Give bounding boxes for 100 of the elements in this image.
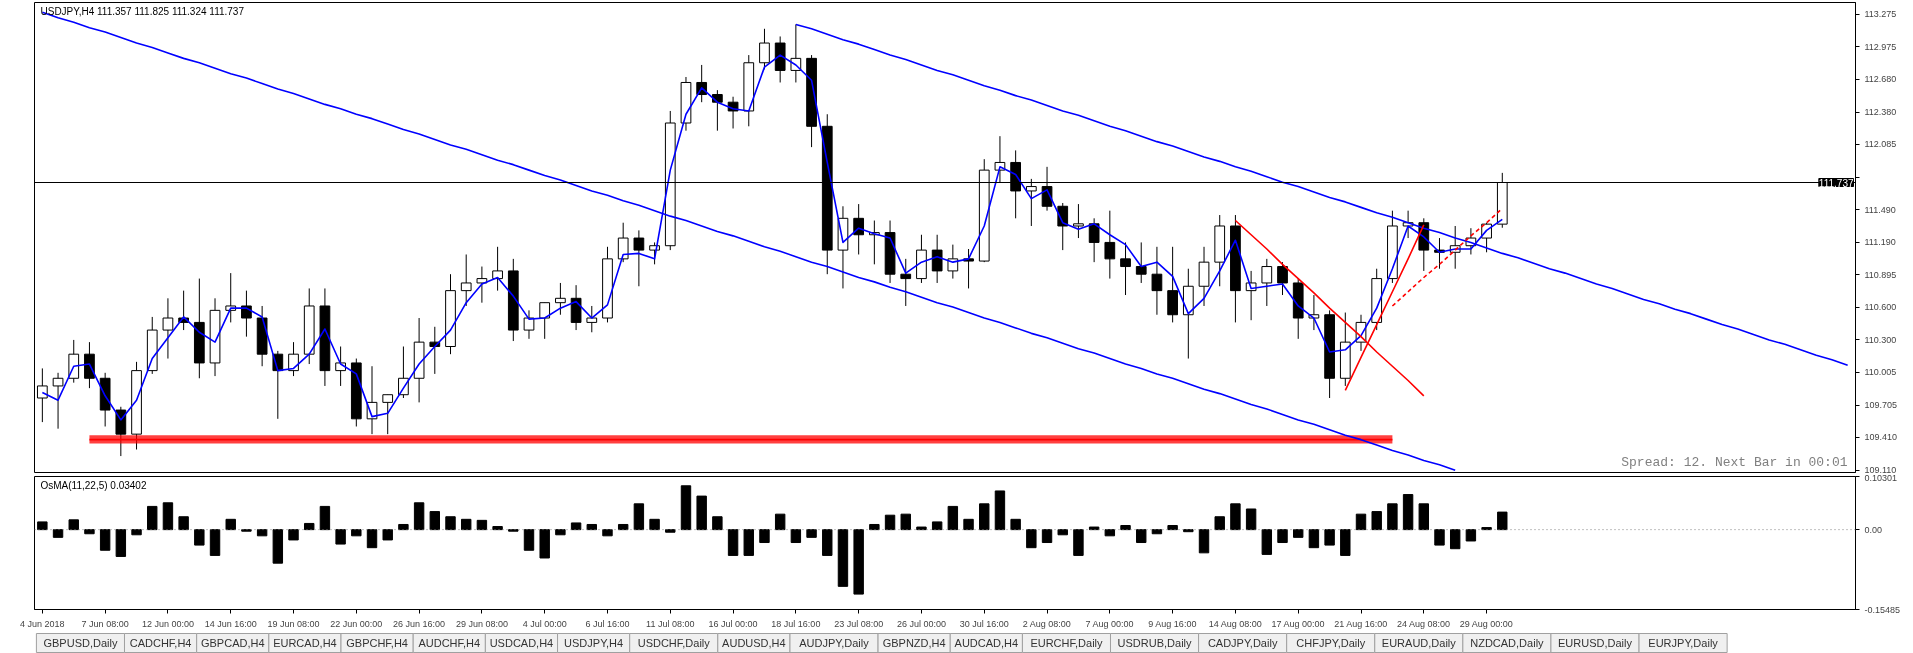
candlestick <box>900 258 912 307</box>
y-tick-label: 110.895 <box>1864 269 1897 280</box>
bar <box>539 529 550 559</box>
y-tick-label: 110.600 <box>1864 302 1897 313</box>
bar <box>1057 529 1068 536</box>
candlestick <box>633 229 645 287</box>
candlestick <box>1277 261 1288 296</box>
bar <box>288 529 299 541</box>
candlestick <box>1073 203 1084 239</box>
text: GBPCAD,H4 <box>200 636 265 649</box>
bar <box>696 495 707 531</box>
candlestick <box>429 326 441 375</box>
bar <box>837 529 849 587</box>
y-tick-label: 111.490 <box>1864 204 1896 215</box>
text: GBPUSD,Daily <box>43 636 118 649</box>
bar <box>429 511 441 531</box>
bar <box>602 529 613 537</box>
text: EURCAD,H4 <box>273 636 337 649</box>
candlestick <box>931 234 943 284</box>
bar <box>131 529 142 536</box>
bar <box>225 518 236 531</box>
candlestick <box>460 253 472 307</box>
x-tick-label: 23 Jul 08:00 <box>834 618 884 629</box>
bar <box>1136 529 1147 544</box>
bar <box>476 519 488 531</box>
x-tick-label: 24 Aug 08:00 <box>1397 618 1451 629</box>
bar <box>869 523 880 531</box>
candlestick <box>492 246 503 292</box>
candlestick <box>555 282 566 316</box>
bar <box>743 529 754 556</box>
bar <box>555 529 566 536</box>
bar <box>445 516 456 531</box>
bar <box>1402 494 1414 531</box>
bar <box>460 518 472 531</box>
candlestick <box>382 394 394 435</box>
text: EURJPY,Daily <box>1648 636 1719 649</box>
candlestick <box>1261 258 1273 307</box>
bar <box>853 529 864 595</box>
bar <box>900 513 911 531</box>
bar <box>272 529 284 564</box>
bar <box>1245 508 1257 531</box>
bar <box>492 526 503 531</box>
candlestick <box>617 222 629 263</box>
bar <box>1371 511 1382 531</box>
bar <box>727 529 739 556</box>
bar <box>1088 526 1100 531</box>
bar <box>1261 529 1273 555</box>
chart-title: OsMA(11,22,5) 0.03402 <box>40 479 147 491</box>
text: CADCHF,H4 <box>129 636 192 649</box>
text: USDCHF,Daily <box>637 636 711 649</box>
x-tick-label: 26 Jul 00:00 <box>896 618 946 629</box>
bar <box>1120 525 1131 531</box>
bar <box>162 502 174 531</box>
bar <box>1497 511 1508 531</box>
bar <box>1465 529 1477 542</box>
x-tick-label: 21 Aug 16:00 <box>1334 618 1388 629</box>
bar <box>963 518 974 531</box>
x-tick-label: 2 Aug 08:00 <box>1022 618 1071 629</box>
y-tick-label: 112.680 <box>1864 74 1897 85</box>
text: EURUSD,Daily <box>1558 636 1633 649</box>
bar <box>570 522 582 531</box>
bar <box>1340 529 1351 556</box>
candlestick <box>1151 246 1163 316</box>
candlestick <box>1135 241 1147 284</box>
text: AUDCHF,H4 <box>418 636 481 649</box>
x-tick-label: 22 Jun 00:00 <box>330 618 383 629</box>
x-tick-label: 12 Jun 00:00 <box>141 618 194 629</box>
bar <box>147 505 158 531</box>
text: CADJPY,Daily <box>1207 636 1278 649</box>
bar <box>1481 527 1492 531</box>
text: USDRUB,Daily <box>1117 636 1193 649</box>
bar <box>99 529 111 551</box>
bar <box>1230 503 1241 531</box>
bar <box>1198 529 1210 554</box>
bar <box>178 516 189 531</box>
bar <box>759 529 770 544</box>
x-tick-label: 19 Jun 08:00 <box>267 618 320 629</box>
bar <box>115 529 127 557</box>
x-tick-label: 7 Jun 08:00 <box>81 618 129 629</box>
bar <box>84 529 95 535</box>
candlestick <box>36 367 48 423</box>
y-tick-label: 111.190 <box>1864 237 1896 248</box>
bar <box>351 529 362 537</box>
bar <box>52 529 64 538</box>
x-tick-label: 14 Aug 08:00 <box>1208 618 1262 629</box>
bar <box>649 518 660 531</box>
y-tick-label: 109.410 <box>1864 432 1898 443</box>
bar <box>712 516 723 531</box>
bar <box>1277 529 1288 544</box>
bar <box>1449 529 1461 550</box>
bar <box>304 522 315 531</box>
text: AUDCAD,H4 <box>954 636 1019 649</box>
candlestick <box>539 302 551 340</box>
bar <box>931 521 943 531</box>
x-tick-label: 29 Jun 08:00 <box>455 618 508 629</box>
text: USDCAD,H4 <box>489 636 554 649</box>
x-tick-label: 6 Jul 16:00 <box>585 618 630 629</box>
bar <box>1151 529 1163 535</box>
bar <box>37 521 48 531</box>
bar <box>413 502 425 531</box>
